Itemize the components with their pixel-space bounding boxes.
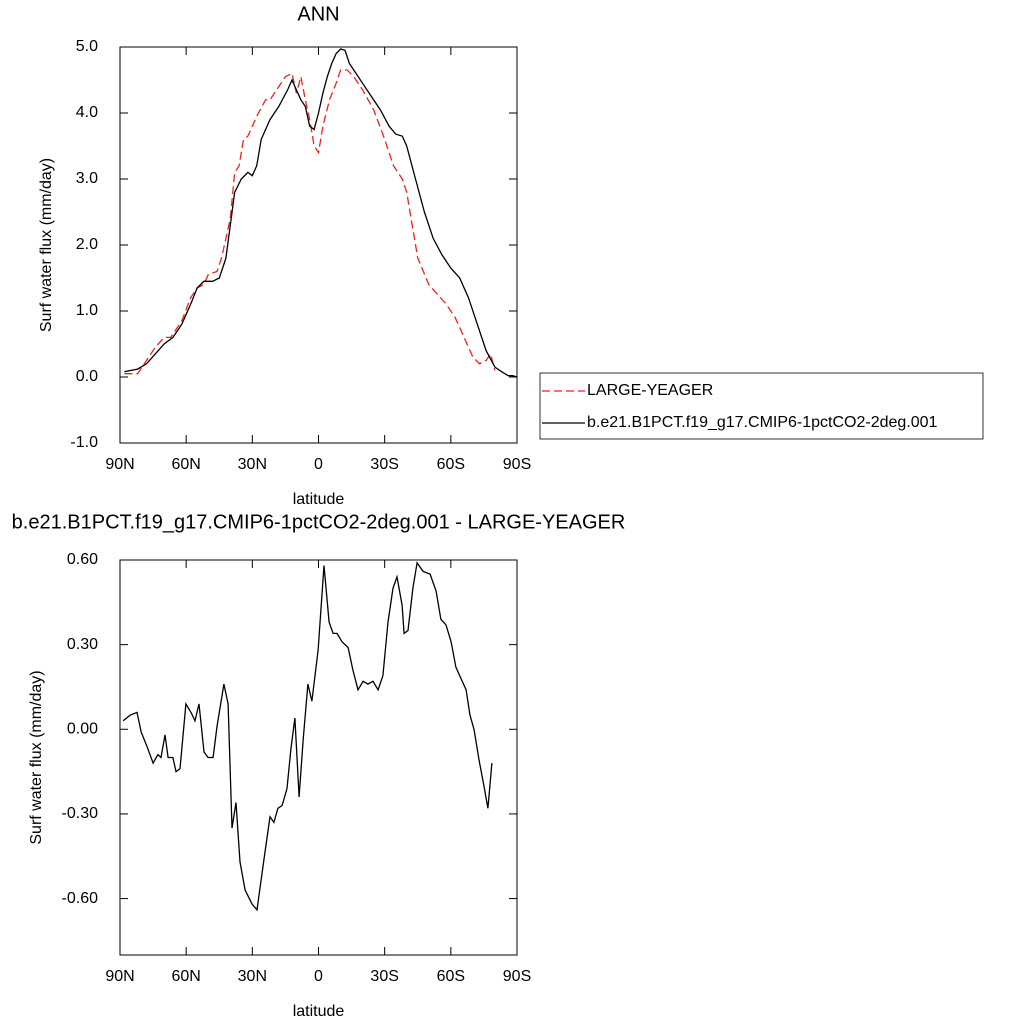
x-axis-label: latitude (293, 491, 345, 508)
y-tick-label: -0.30 (62, 805, 99, 822)
chart-title: b.e21.B1PCT.f19_g17.CMIP6-1pctCO2-2deg.0… (12, 511, 626, 533)
legend-box (539, 372, 984, 440)
y-tick-label: 3.0 (76, 170, 98, 187)
x-tick-label: 90N (105, 968, 134, 985)
y-axis-label: Surf water flux (mm/day) (28, 670, 45, 844)
y-tick-label: 5.0 (76, 38, 98, 55)
x-tick-label: 60S (437, 456, 465, 473)
y-tick-label: 0.0 (76, 368, 98, 385)
x-tick-label: 90S (503, 456, 531, 473)
y-axis-label: Surf water flux (mm/day) (38, 158, 55, 332)
y-tick-label: -1.0 (70, 434, 98, 451)
x-tick-label: 60N (171, 968, 200, 985)
x-axis-label: latitude (293, 1003, 345, 1020)
x-tick-label: 30N (238, 456, 267, 473)
legend-label: b.e21.B1PCT.f19_g17.CMIP6-1pctCO2-2deg.0… (587, 414, 938, 431)
x-tick-label: 90N (105, 456, 134, 473)
y-tick-label: 0.00 (67, 721, 98, 738)
plot-frame (119, 559, 518, 956)
data-line (122, 561, 493, 912)
x-tick-label: 60N (171, 456, 200, 473)
x-tick-label: 60S (437, 968, 465, 985)
x-tick-label: 30S (370, 456, 398, 473)
data-line (124, 69, 496, 375)
y-tick-label: 2.0 (76, 236, 98, 253)
y-tick-label: 1.0 (76, 302, 98, 319)
x-tick-label: 30S (370, 968, 398, 985)
x-tick-label: 90S (503, 968, 531, 985)
plot-frame (119, 46, 518, 444)
y-tick-label: 0.60 (67, 551, 98, 568)
x-tick-label: 0 (314, 456, 323, 473)
y-tick-label: 0.30 (67, 636, 98, 653)
legend-label: LARGE-YEAGER (587, 382, 713, 399)
x-tick-label: 30N (238, 968, 267, 985)
chart-title: ANN (297, 3, 339, 25)
data-line (124, 48, 518, 378)
y-tick-label: -0.60 (62, 890, 99, 907)
x-tick-label: 0 (314, 968, 323, 985)
y-tick-label: 4.0 (76, 104, 98, 121)
